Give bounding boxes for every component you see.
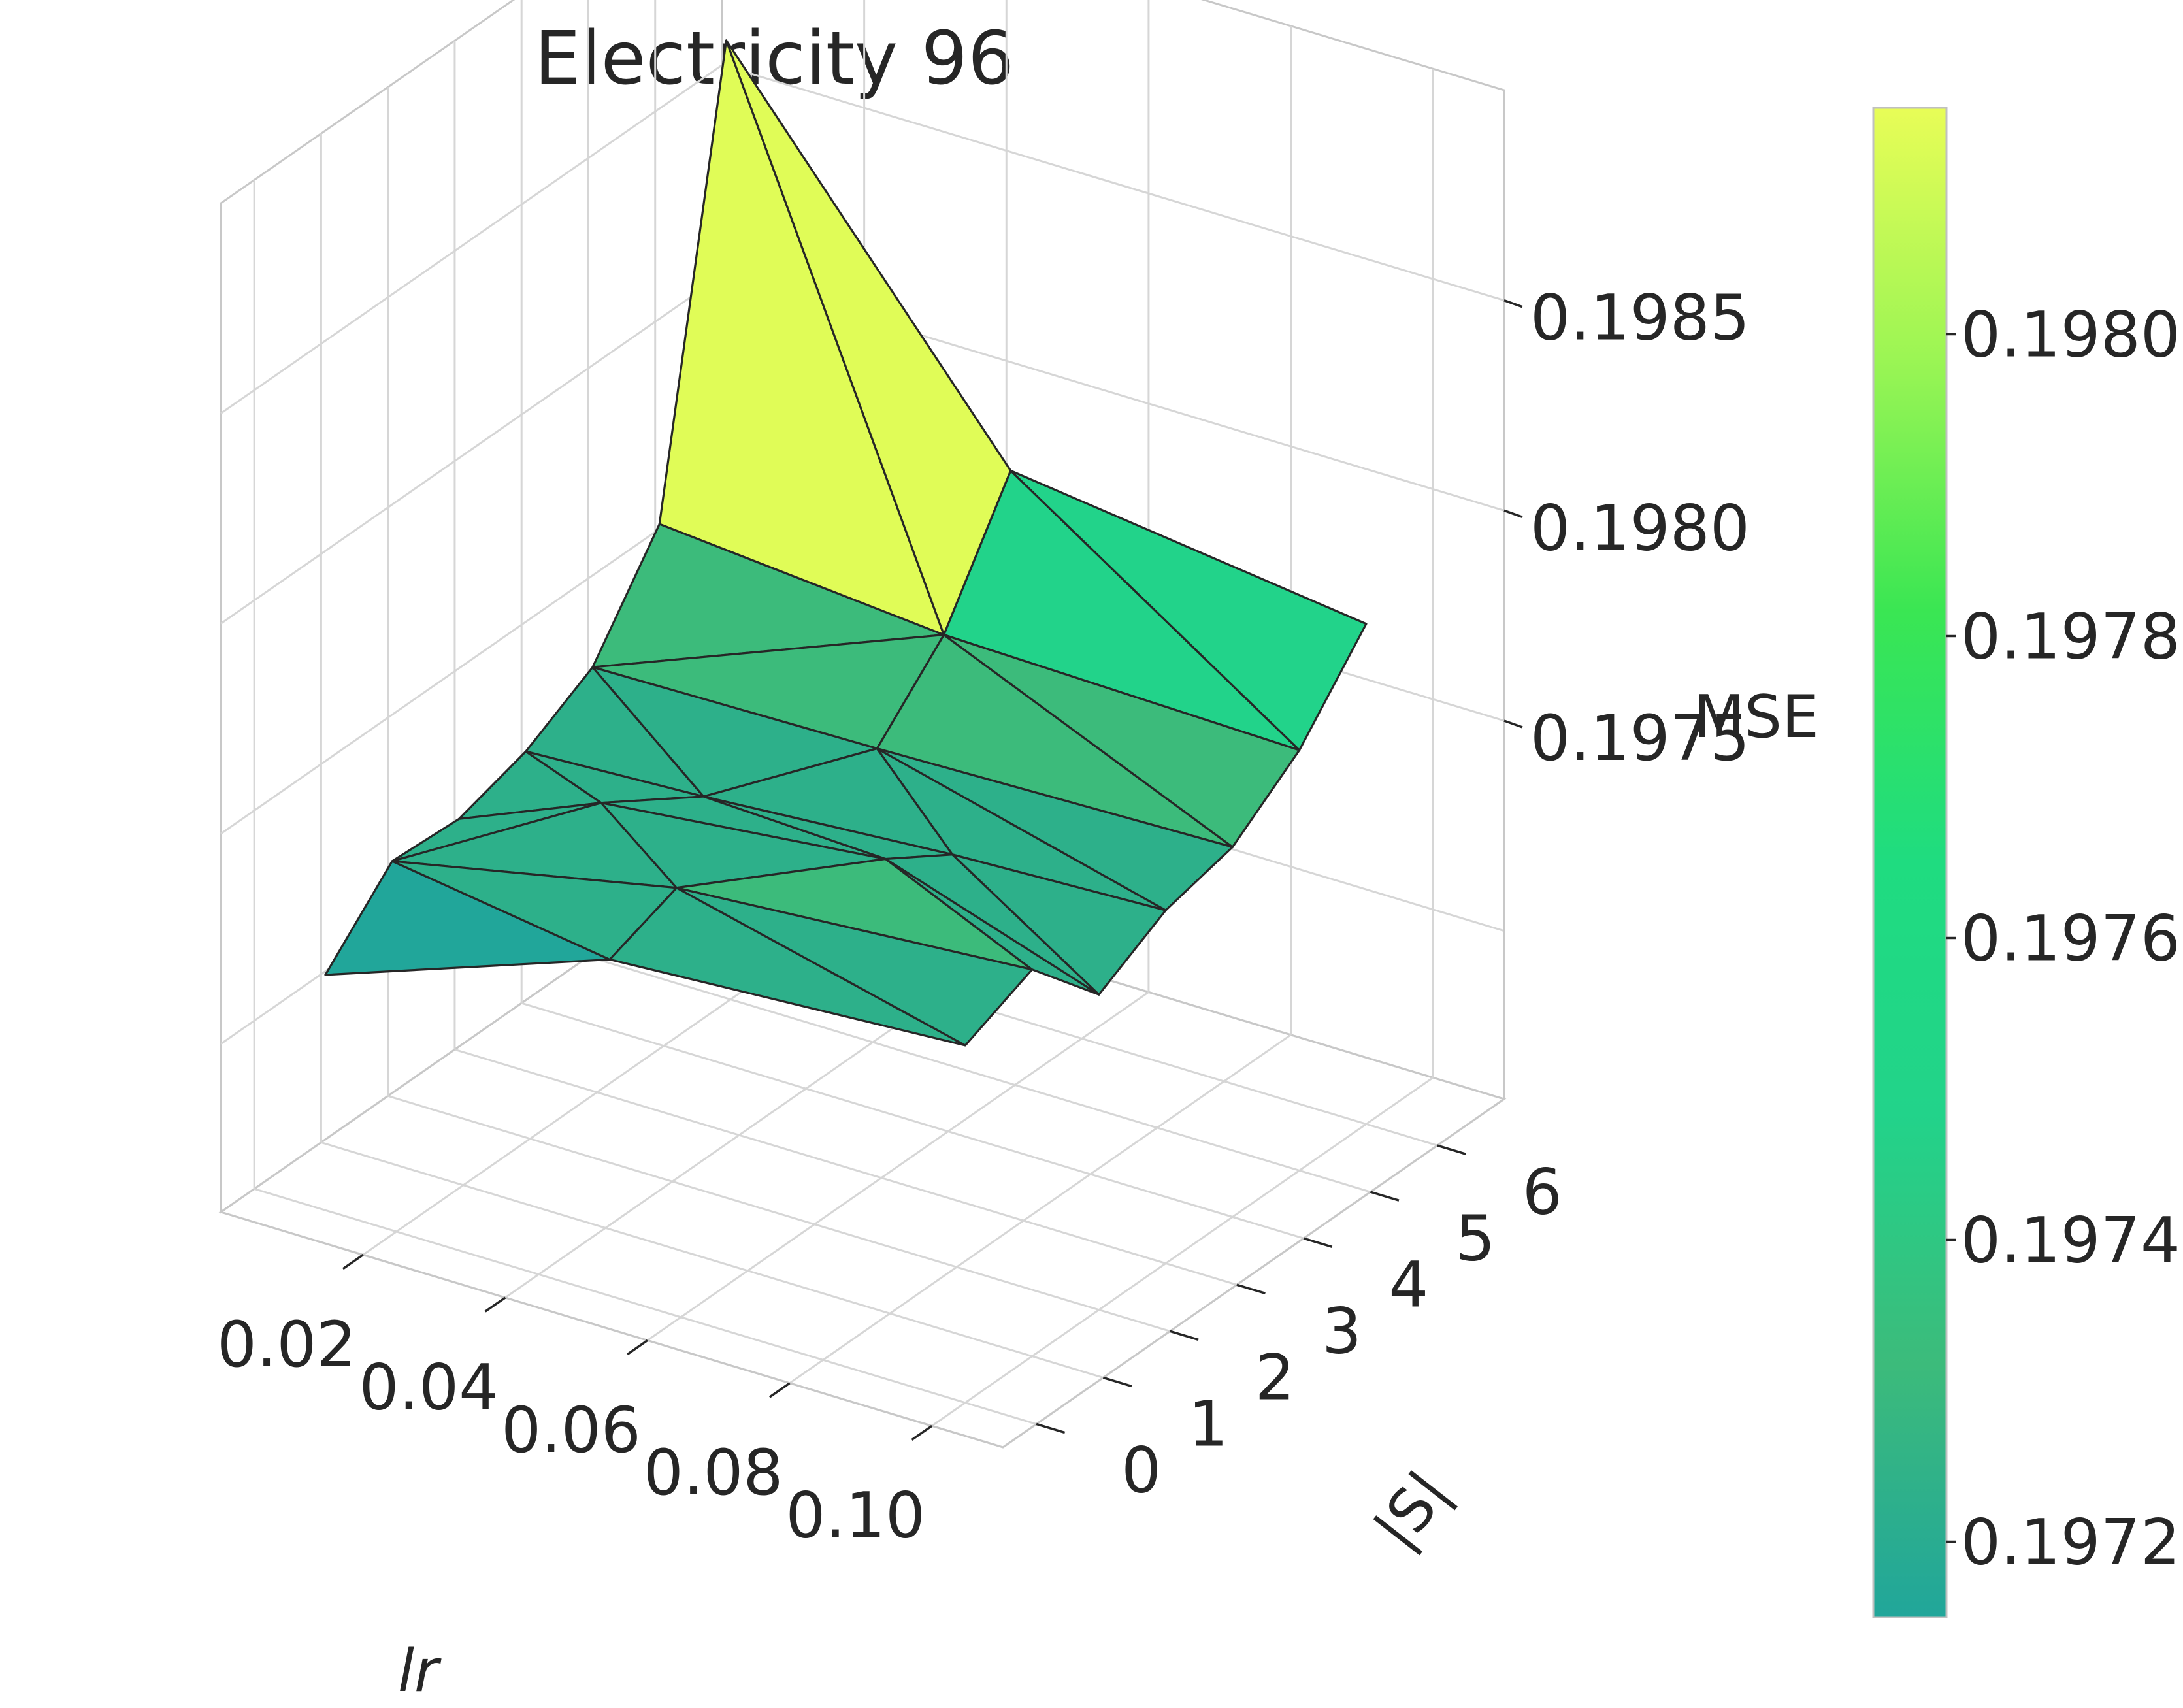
gridline-x-floor — [931, 1077, 1434, 1427]
z-axis: 0.1975 0.1980 0.1985 — [1503, 90, 1750, 1099]
x-tick-mark — [342, 1254, 364, 1270]
y-tick-label: 0 — [1121, 1434, 1161, 1507]
y-tick-label: 3 — [1322, 1295, 1362, 1368]
surface-facet — [876, 747, 1234, 911]
gridline-y-floor — [588, 955, 1371, 1193]
gridline-y-floor — [454, 1048, 1238, 1286]
y-tick-label: 4 — [1388, 1248, 1428, 1321]
x-tick-mark — [911, 1424, 933, 1441]
x-tick-label: 0.08 — [644, 1436, 783, 1509]
colorbar-tick-label: 0.1980 — [1961, 299, 2180, 372]
surface-facet — [942, 633, 1301, 848]
colorbar: 0.1972 0.1974 0.1976 0.1978 0.1980 — [1872, 107, 2180, 1618]
y-tick-mark — [1236, 1283, 1266, 1295]
y-tick-label: 6 — [1522, 1155, 1562, 1228]
surface-facet — [1009, 469, 1368, 751]
y-tick-label: 2 — [1255, 1341, 1295, 1415]
gridline-z-back — [721, 64, 1505, 302]
x-tick-label: 0.10 — [785, 1479, 925, 1552]
gridline-z-left — [220, 484, 723, 835]
surface — [324, 39, 1368, 1047]
colorbar-tick-label: 0.1974 — [1961, 1204, 2180, 1277]
surface-facet — [951, 853, 1167, 996]
gridlines — [220, 0, 1505, 1427]
gridline-x-floor — [789, 1034, 1292, 1385]
z-tick-label: 0.1980 — [1530, 491, 1750, 565]
gridline-z-left — [220, 274, 723, 625]
y-tick-label: 5 — [1456, 1202, 1496, 1275]
colorbar-ticks: 0.1972 0.1974 0.1976 0.1978 0.1980 — [1946, 299, 2180, 1579]
y-axis-line — [1002, 1098, 1505, 1449]
x-tick-label: 0.06 — [501, 1394, 641, 1467]
z-tick-label: 0.1975 — [1530, 702, 1750, 775]
z-tick-mark — [1503, 299, 1523, 308]
x-axis-line — [220, 1211, 1004, 1449]
gridline-y-floor — [254, 1188, 1037, 1425]
y-tick-mark — [1303, 1237, 1333, 1248]
x-tick-label: 0.02 — [217, 1308, 357, 1381]
x-axis-label: lr — [398, 1637, 442, 1705]
z-tick-label: 0.1985 — [1530, 282, 1750, 355]
surface-facet — [884, 857, 1100, 996]
y-tick-mark — [1170, 1330, 1199, 1341]
gridline-y-floor — [387, 1094, 1171, 1332]
gridline-z-left — [220, 64, 723, 414]
surface-facet — [675, 887, 1034, 1047]
z-tick-mark — [1503, 509, 1523, 518]
z-axis-label: MSE — [1694, 683, 1819, 751]
colorbar-tick-label: 0.1978 — [1961, 600, 2180, 674]
colorbar-tick-label: 0.1976 — [1961, 902, 2180, 976]
colorbar-bar — [1872, 107, 1948, 1618]
y-axis-label: |S| — [1361, 1458, 1462, 1561]
x-tick-mark — [627, 1339, 648, 1356]
x-tick-mark — [768, 1382, 791, 1398]
y-tick-mark — [1102, 1376, 1132, 1388]
y-tick-mark — [1437, 1144, 1466, 1155]
y-tick-label: 1 — [1188, 1388, 1228, 1461]
colorbar-tick-label: 0.1972 — [1961, 1506, 2180, 1579]
gridline-y-floor — [320, 1141, 1104, 1379]
x-tick-mark — [484, 1296, 506, 1313]
gridline-y-floor — [521, 1002, 1304, 1240]
x-axis: 0.020.040.060.080.10 — [217, 1211, 1004, 1552]
y-tick-mark — [1370, 1191, 1400, 1202]
x-tick-label: 0.04 — [359, 1351, 499, 1424]
chart-title: Electricity 96 — [534, 16, 1014, 101]
z-tick-mark — [1503, 719, 1523, 729]
y-tick-mark — [1036, 1422, 1066, 1434]
gridline-x-floor — [647, 991, 1149, 1341]
